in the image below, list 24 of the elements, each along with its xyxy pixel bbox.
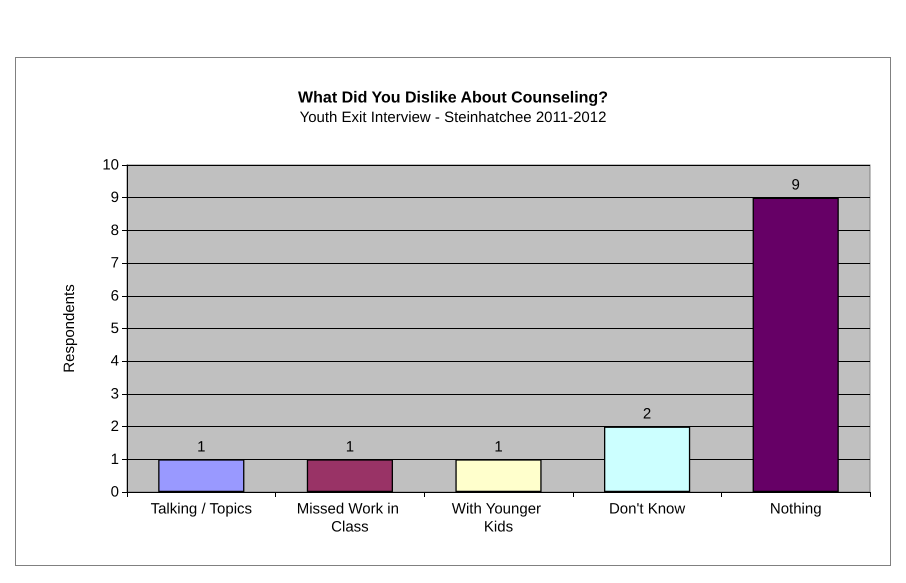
chart-subtitle: Youth Exit Interview - Steinhatchee 2011-2012 bbox=[300, 109, 606, 126]
data-label: 9 bbox=[792, 176, 800, 194]
y-tick-label: 9 bbox=[110, 189, 119, 206]
y-tick-label: 8 bbox=[110, 222, 119, 239]
x-tick-label: With Younger Kids bbox=[452, 500, 546, 536]
y-tick-label: 2 bbox=[110, 418, 119, 436]
data-label: 1 bbox=[494, 438, 503, 456]
y-tick-label: 0 bbox=[110, 484, 119, 500]
y-tick-label: 3 bbox=[110, 385, 119, 402]
y-tick-label: 7 bbox=[110, 254, 119, 272]
x-tick-label: Missed Work in Class bbox=[296, 500, 404, 536]
x-tick-label: Nothing bbox=[770, 500, 822, 518]
y-tick-label: 10 bbox=[102, 156, 119, 174]
data-label: 1 bbox=[346, 438, 354, 456]
y-tick-label: 5 bbox=[110, 320, 119, 337]
y-tick-label: 6 bbox=[110, 287, 119, 304]
y-axis-title: Respondents bbox=[61, 284, 78, 373]
data-label: 2 bbox=[642, 406, 652, 423]
x-tick-label: Don't Know bbox=[608, 500, 686, 518]
y-tick-label: 1 bbox=[110, 450, 119, 468]
x-tick-label: Talking / Topics bbox=[150, 500, 252, 518]
chart-title: What Did You Dislike About Counseling? bbox=[298, 90, 608, 106]
data-label: 1 bbox=[197, 438, 206, 456]
y-tick-label: 4 bbox=[110, 352, 119, 370]
